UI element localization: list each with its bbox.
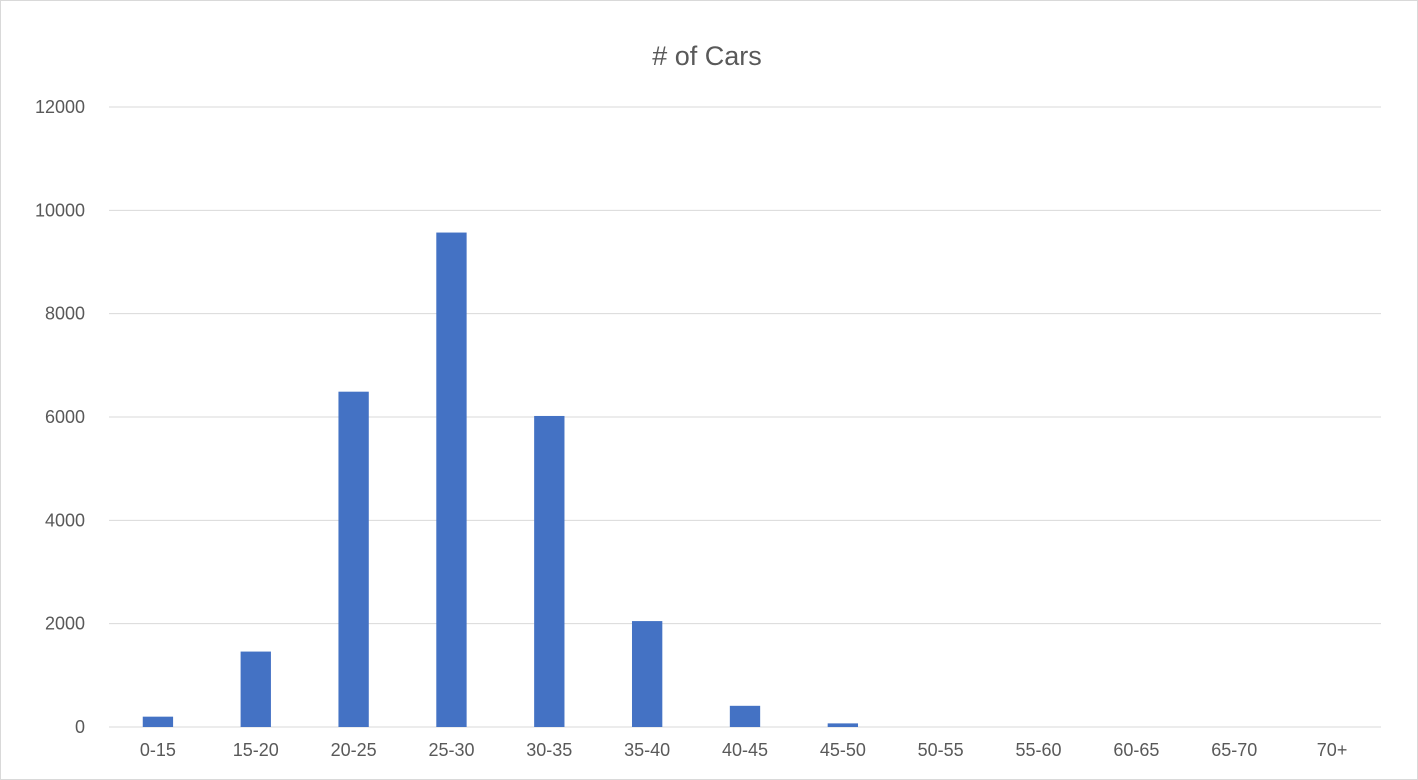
y-axis-ticks: 0 2000 4000 6000 8000 10000 12000: [35, 97, 85, 737]
bar-0-15: [142, 716, 174, 727]
y-tick-label: 10000: [35, 200, 85, 220]
bar-15-20: [240, 651, 271, 727]
bar-45-50: [827, 723, 859, 727]
y-tick-label: 6000: [45, 407, 85, 427]
bar-20-25: [338, 391, 369, 727]
x-tick-label: 55-60: [1016, 740, 1062, 760]
bar-40-45: [729, 705, 761, 727]
bar-25-30: [436, 232, 467, 728]
y-tick-label: 8000: [45, 304, 85, 324]
y-tick-label: 12000: [35, 97, 85, 117]
x-tick-label: 65-70: [1211, 740, 1257, 760]
bar-30-35: [534, 415, 565, 727]
bar-35-40: [631, 621, 663, 727]
x-tick-label: 60-65: [1113, 740, 1159, 760]
y-tick-label: 0: [75, 717, 85, 737]
y-tick-label: 4000: [45, 510, 85, 530]
gridlines: [109, 106, 1381, 728]
x-tick-label: 70+: [1317, 740, 1348, 760]
x-tick-label: 45-50: [820, 740, 866, 760]
x-tick-label: 40-45: [722, 740, 768, 760]
chart-title: # of Cars: [652, 41, 762, 71]
x-tick-label: 25-30: [428, 740, 474, 760]
x-tick-label: 15-20: [233, 740, 279, 760]
x-axis-ticks: 0-15 15-20 20-25 25-30 30-35 35-40 40-45 45-50 5…: [140, 740, 1347, 760]
y-tick-label: 2000: [45, 614, 85, 634]
bars: [142, 232, 859, 728]
x-tick-label: 30-35: [526, 740, 572, 760]
x-tick-label: 35-40: [624, 740, 670, 760]
x-tick-label: 50-55: [918, 740, 964, 760]
x-tick-label: 0-15: [140, 740, 176, 760]
x-tick-label: 20-25: [331, 740, 377, 760]
